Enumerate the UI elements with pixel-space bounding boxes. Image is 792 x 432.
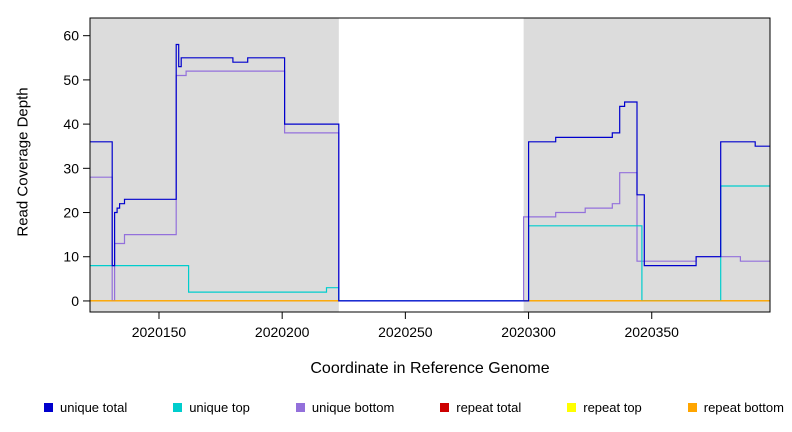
legend-item-repeat-bottom: repeat bottom: [687, 400, 784, 415]
legend-swatch-icon: [567, 403, 577, 412]
legend: unique total unique top unique bottom repea…: [44, 400, 784, 415]
x-tick-label: 2020150: [132, 324, 187, 340]
legend-label: unique bottom: [311, 400, 395, 415]
x-tick-label: 2020350: [624, 324, 679, 340]
y-tick-label: 10: [63, 249, 79, 265]
legend-label: repeat top: [583, 400, 642, 415]
y-tick-label: 50: [63, 72, 79, 88]
series-line-unique-bottom: [90, 70, 770, 302]
legend-item-repeat-top: repeat top: [567, 400, 642, 415]
legend-item-unique-top: unique top: [173, 400, 250, 415]
x-tick-label: 2020300: [501, 324, 556, 340]
plot-border: [89, 17, 771, 313]
y-tick-label: 40: [63, 116, 79, 132]
x-tick-label: 2020250: [378, 324, 433, 340]
legend-item-unique-bottom: unique bottom: [295, 400, 395, 415]
legend-label: repeat bottom: [703, 400, 784, 415]
legend-swatch-icon: [173, 403, 183, 412]
y-axis-title: Read Coverage Depth: [14, 87, 32, 237]
legend-label: unique top: [189, 400, 250, 415]
legend-swatch-icon: [44, 403, 53, 412]
y-tick-label: 20: [63, 205, 79, 221]
legend-swatch-icon: [440, 403, 450, 412]
y-tick-label: 30: [63, 160, 79, 176]
y-tick-label: 60: [63, 28, 79, 44]
repeat-region-shading: [523, 18, 770, 312]
legend-label: repeat total: [456, 400, 522, 415]
legend-label: unique total: [60, 400, 128, 415]
legend-swatch-icon: [687, 403, 697, 412]
legend-item-unique-total: unique total: [44, 400, 127, 415]
legend-item-repeat-total: repeat total: [440, 400, 521, 415]
series-line-unique-total: [90, 43, 770, 302]
y-tick-label: 0: [71, 293, 79, 309]
x-tick-label: 2020200: [255, 324, 310, 340]
legend-swatch-icon: [295, 403, 305, 412]
repeat-region-shading: [90, 18, 339, 312]
x-axis-title: Coordinate in Reference Genome: [310, 360, 550, 377]
